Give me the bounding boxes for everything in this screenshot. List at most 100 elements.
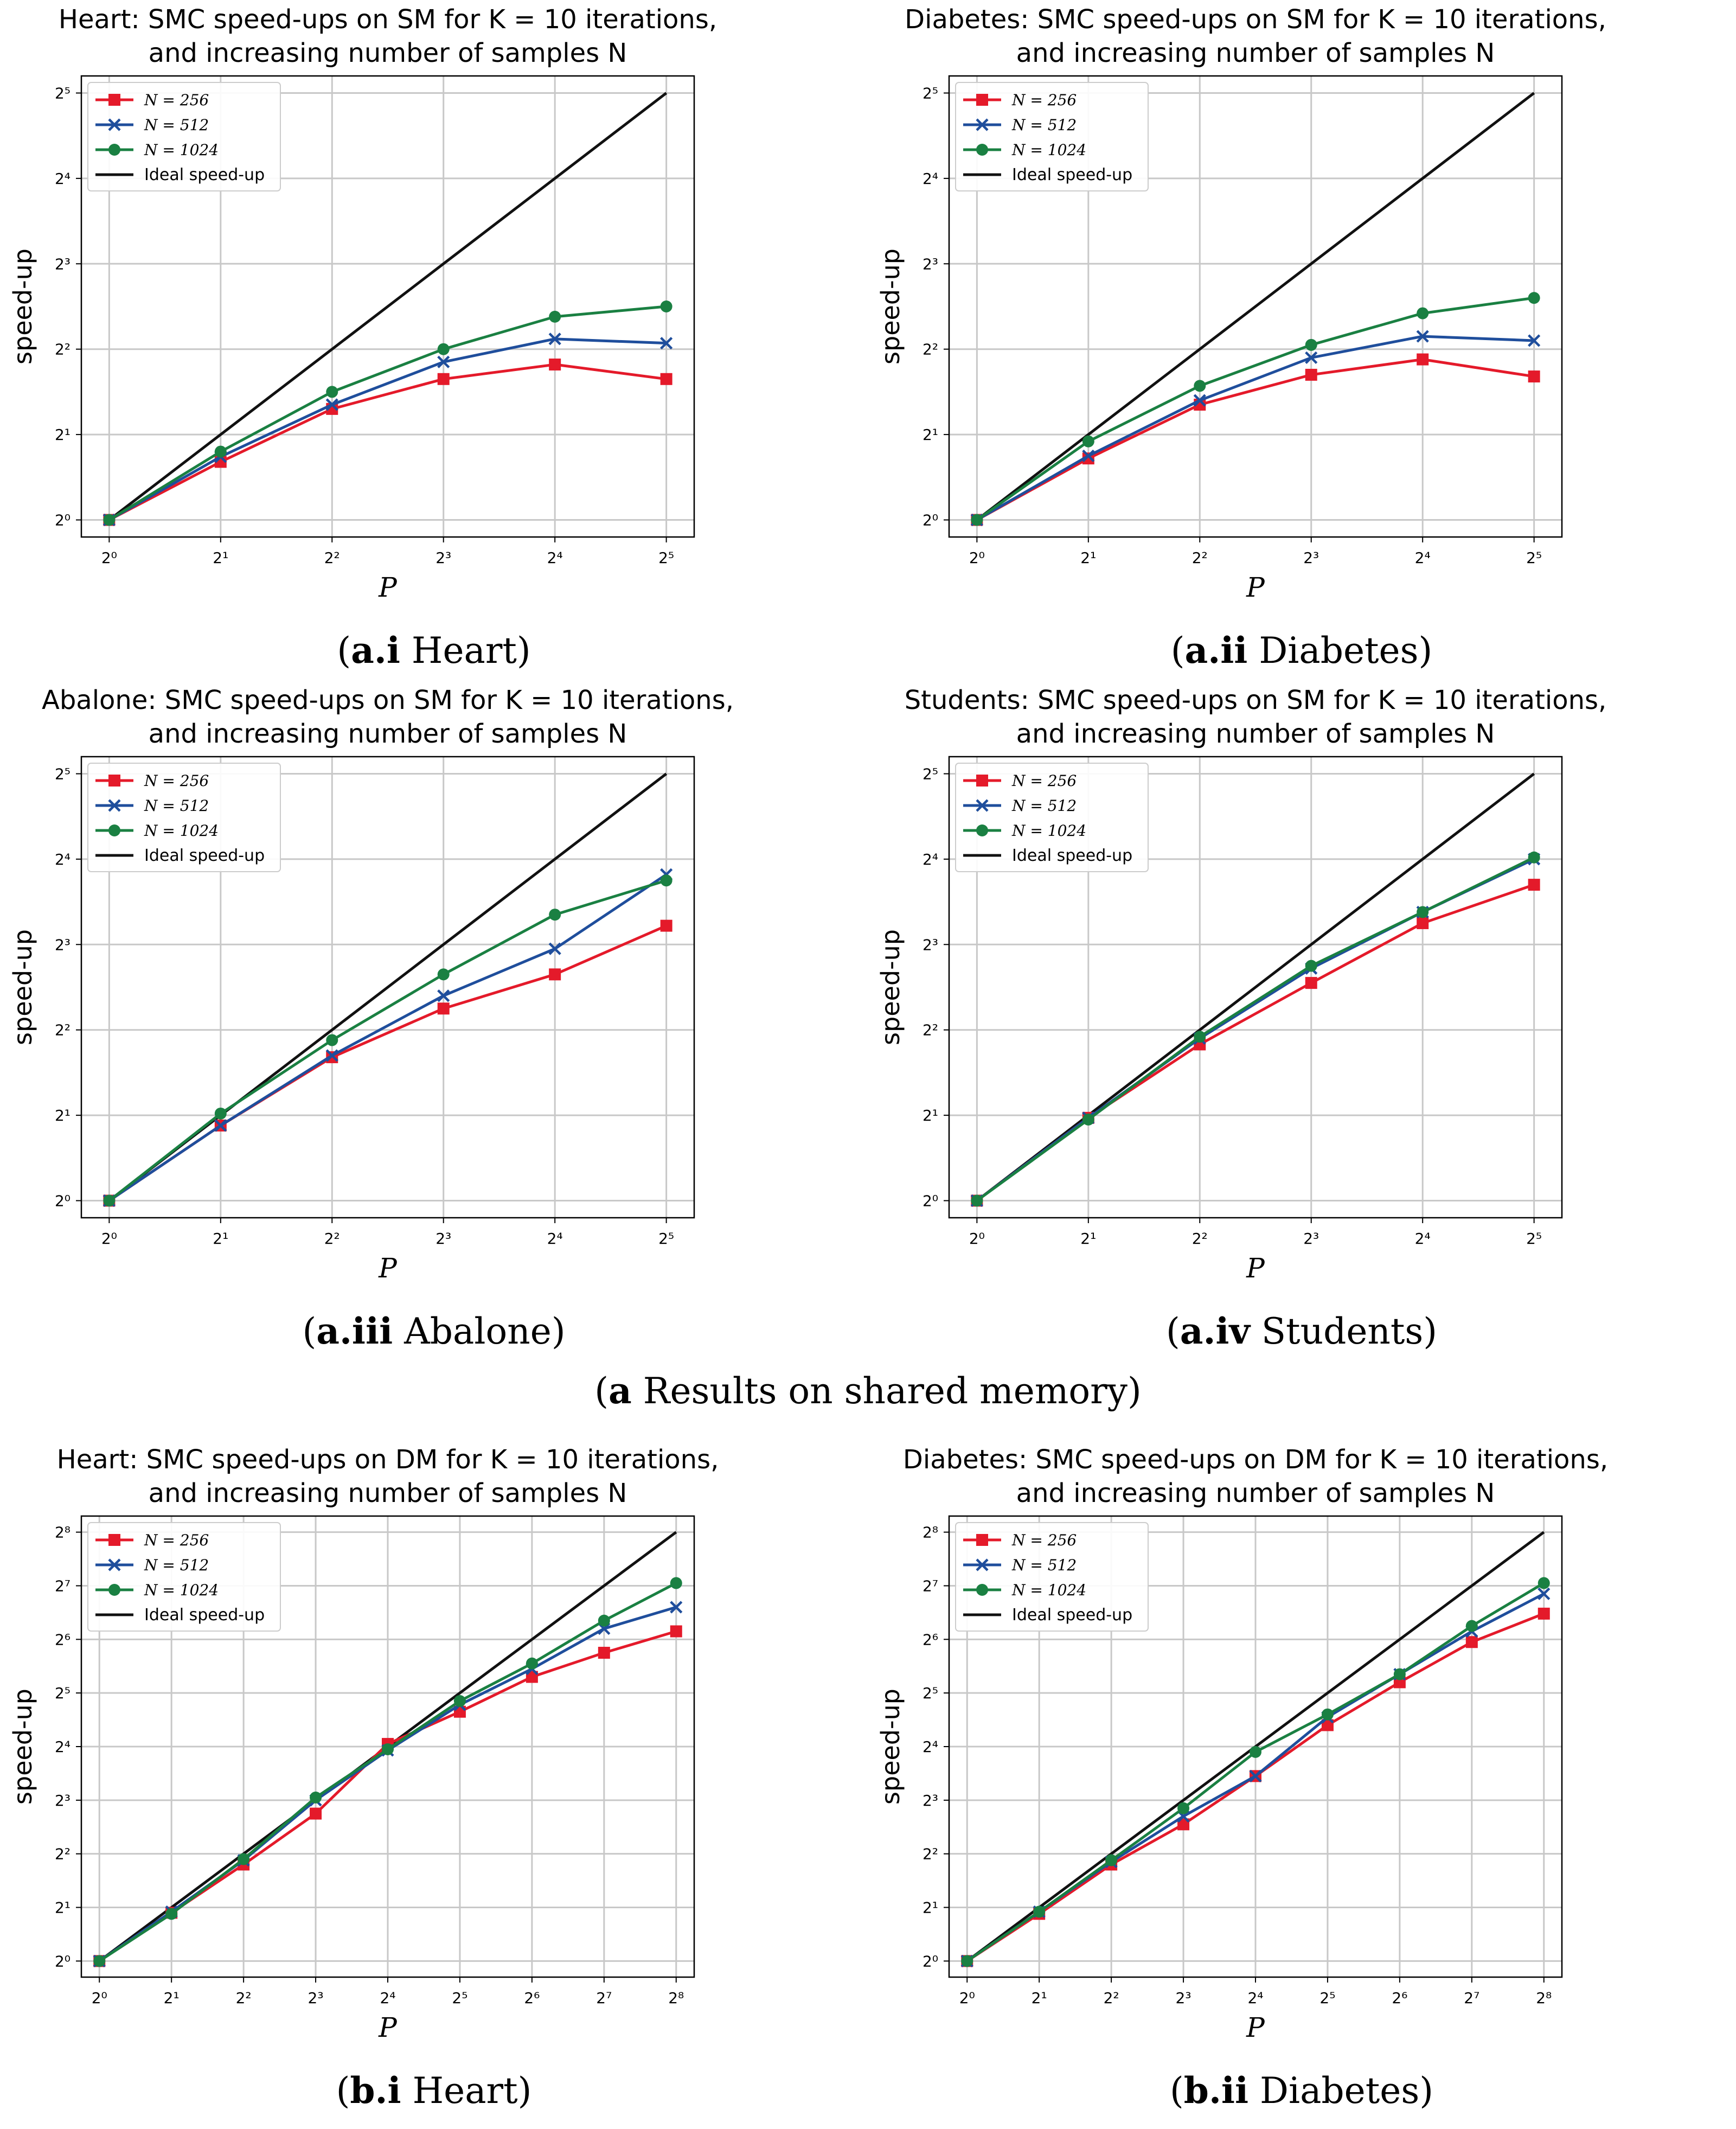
data-point-marker xyxy=(1249,1769,1262,1782)
data-point-marker xyxy=(1193,394,1206,407)
data-point-marker xyxy=(1417,917,1429,929)
data-point-marker xyxy=(660,874,672,887)
legend-marker xyxy=(108,144,120,156)
data-point-marker xyxy=(1305,351,1318,365)
y-tick-label: 2⁵ xyxy=(55,765,71,783)
data-point-marker xyxy=(670,1577,682,1589)
chart-svg: Students: SMC speed-ups on SM for K = 10… xyxy=(876,685,1606,1284)
data-point-marker xyxy=(1321,1708,1334,1721)
x-tick-label: 2⁰ xyxy=(92,1989,107,2007)
legend-label: N = 512 xyxy=(1011,116,1077,134)
chart-title-line2: and increasing number of samples N xyxy=(149,719,627,749)
y-tick-label: 2⁷ xyxy=(923,1577,938,1595)
data-point-marker xyxy=(1393,1668,1406,1680)
legend-box xyxy=(955,763,1149,872)
legend-label: N = 512 xyxy=(1011,1556,1077,1574)
y-axis-label: speed-up xyxy=(8,929,37,1045)
legend-label: Ideal speed-up xyxy=(1012,165,1132,184)
y-tick-label: 2⁸ xyxy=(923,1524,938,1542)
x-tick-label: 2¹ xyxy=(213,549,228,567)
data-point-marker xyxy=(548,942,561,955)
legend-marker xyxy=(976,1584,988,1596)
data-point-marker xyxy=(660,373,672,385)
data-point-marker xyxy=(437,355,450,368)
y-tick-label: 2¹ xyxy=(55,1107,71,1124)
x-tick-label: 2¹ xyxy=(1032,1989,1047,2007)
legend-box xyxy=(955,82,1149,191)
chart-panel-b-ii: Diabetes: SMC speed-ups on DM for K = 10… xyxy=(868,1440,1735,2121)
data-point-marker xyxy=(1465,1636,1478,1648)
legend-box xyxy=(87,82,281,191)
y-tick-label: 2² xyxy=(923,1021,938,1039)
x-tick-label: 2⁶ xyxy=(524,1989,540,2007)
data-point-marker xyxy=(1528,851,1540,864)
y-tick-label: 2³ xyxy=(55,1792,71,1810)
data-point-marker xyxy=(660,919,672,932)
y-tick-label: 2⁵ xyxy=(923,84,938,102)
chart-panel-a-ii: Diabetes: SMC speed-ups on SM for K = 10… xyxy=(868,0,1735,681)
x-tick-label: 2⁷ xyxy=(1464,1989,1479,2007)
data-point-marker xyxy=(549,310,561,323)
data-point-marker xyxy=(1105,1854,1118,1866)
data-point-marker xyxy=(165,1908,178,1920)
y-tick-label: 2¹ xyxy=(55,426,71,444)
y-tick-label: 2² xyxy=(55,341,71,359)
data-point-marker xyxy=(214,1119,227,1132)
chart-title-line1: Heart: SMC speed-ups on DM for K = 10 it… xyxy=(57,1444,719,1475)
section-caption-a: (a Results on shared memory) xyxy=(594,1370,1142,1412)
x-tick-label: 2⁰ xyxy=(101,1230,117,1248)
x-tick-label: 2³ xyxy=(435,549,451,567)
data-point-marker xyxy=(1305,368,1317,381)
data-point-marker xyxy=(549,909,561,921)
data-point-marker xyxy=(971,1194,983,1207)
legend-label: N = 1024 xyxy=(144,1581,219,1599)
chart-title-line2: and increasing number of samples N xyxy=(1016,1478,1495,1508)
y-axis-label: speed-up xyxy=(876,248,905,365)
chart-panel-b-i: Heart: SMC speed-ups on DM for K = 10 it… xyxy=(0,1440,868,2121)
data-point-marker xyxy=(660,337,673,350)
legend-label: N = 256 xyxy=(144,1531,209,1549)
legend-label: N = 512 xyxy=(144,797,209,815)
x-tick-label: 2⁶ xyxy=(1392,1989,1407,2007)
y-tick-label: 2⁰ xyxy=(923,1192,938,1210)
legend-label: Ideal speed-up xyxy=(1012,846,1132,865)
chart-title-line1: Diabetes: SMC speed-ups on DM for K = 10… xyxy=(903,1444,1608,1475)
legend-marker xyxy=(108,1558,121,1571)
data-point-marker xyxy=(598,1647,610,1659)
x-tick-label: 2⁷ xyxy=(596,1989,612,2007)
x-axis-label: P xyxy=(1246,572,1265,603)
x-tick-label: 2⁴ xyxy=(547,1230,563,1248)
x-tick-label: 2² xyxy=(1104,1989,1119,2007)
y-tick-label: 2⁴ xyxy=(55,170,71,188)
data-point-marker xyxy=(437,343,450,355)
data-point-marker xyxy=(238,1853,250,1865)
legend-marker xyxy=(108,775,120,787)
y-tick-label: 2² xyxy=(55,1845,71,1863)
data-point-marker xyxy=(670,1601,683,1614)
x-tick-label: 2⁰ xyxy=(959,1989,975,2007)
data-point-marker xyxy=(437,1002,450,1015)
x-tick-label: 2³ xyxy=(308,1989,324,2007)
chart-title-line2: and increasing number of samples N xyxy=(149,1478,627,1508)
series-line-256 xyxy=(108,363,667,521)
chart-caption: (b.ii Diabetes) xyxy=(1170,2069,1433,2112)
series-line-ideal xyxy=(108,92,668,521)
data-point-marker xyxy=(93,1955,106,1967)
data-point-marker xyxy=(1033,1906,1046,1918)
y-tick-label: 2⁰ xyxy=(923,1952,938,1970)
legend-label: Ideal speed-up xyxy=(144,1606,265,1625)
data-point-marker xyxy=(1321,1719,1334,1731)
legend-marker xyxy=(976,799,989,812)
series-line-256 xyxy=(976,883,1535,1202)
x-tick-label: 2⁸ xyxy=(1536,1989,1552,2007)
chart-svg: Abalone: SMC speed-ups on SM for K = 10 … xyxy=(8,685,734,1284)
data-point-marker xyxy=(548,333,561,346)
data-point-marker xyxy=(598,1614,610,1627)
series-line-256 xyxy=(976,358,1535,521)
data-point-marker xyxy=(526,1671,538,1683)
data-point-marker xyxy=(1194,1031,1206,1043)
y-tick-label: 2³ xyxy=(923,936,938,954)
series-line-1024 xyxy=(108,305,667,521)
data-point-marker xyxy=(214,445,227,458)
y-tick-label: 2⁵ xyxy=(923,765,938,783)
